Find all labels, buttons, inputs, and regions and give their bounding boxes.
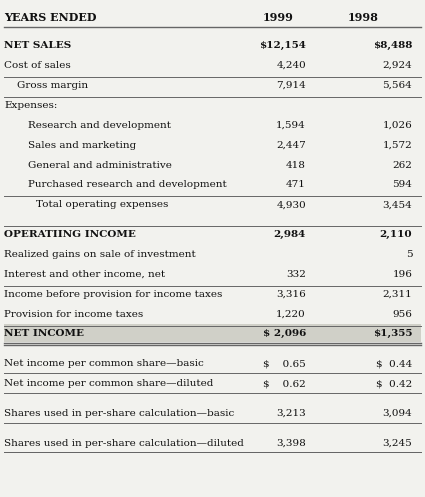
Text: 2,924: 2,924 — [382, 61, 412, 70]
Text: 2,110: 2,110 — [380, 230, 412, 239]
Text: 3,213: 3,213 — [276, 409, 306, 418]
Text: 196: 196 — [392, 270, 412, 279]
Text: Total operating expenses: Total operating expenses — [36, 200, 168, 209]
Text: NET INCOME: NET INCOME — [4, 330, 84, 338]
Text: Shares used in per-share calculation—diluted: Shares used in per-share calculation—dil… — [4, 439, 244, 448]
Text: 1,594: 1,594 — [276, 121, 306, 130]
Text: $12,154: $12,154 — [259, 41, 306, 50]
Text: Realized gains on sale of investment: Realized gains on sale of investment — [4, 250, 196, 259]
Text: 5,564: 5,564 — [382, 81, 412, 90]
Text: NET SALES: NET SALES — [4, 41, 71, 50]
Text: $    0.62: $ 0.62 — [263, 379, 306, 388]
Text: 1998: 1998 — [348, 12, 379, 23]
Text: 7,914: 7,914 — [276, 81, 306, 90]
Text: 2,984: 2,984 — [274, 230, 306, 239]
Text: OPERATIING INCOME: OPERATIING INCOME — [4, 230, 136, 239]
Text: Expenses:: Expenses: — [4, 101, 58, 110]
Text: 3,245: 3,245 — [382, 439, 412, 448]
Text: 956: 956 — [392, 310, 412, 319]
Text: Sales and marketing: Sales and marketing — [28, 141, 136, 150]
Text: $  0.44: $ 0.44 — [376, 359, 412, 368]
Text: $ 2,096: $ 2,096 — [263, 330, 306, 338]
Text: Purchased research and development: Purchased research and development — [28, 180, 227, 189]
Text: 2,447: 2,447 — [276, 141, 306, 150]
Text: Net income per common share—diluted: Net income per common share—diluted — [4, 379, 214, 388]
Text: 262: 262 — [392, 161, 412, 169]
Text: Shares used in per-share calculation—basic: Shares used in per-share calculation—bas… — [4, 409, 235, 418]
Text: 1999: 1999 — [263, 12, 294, 23]
Text: Interest and other income, net: Interest and other income, net — [4, 270, 165, 279]
Text: $1,355: $1,355 — [373, 330, 412, 338]
Text: 2,311: 2,311 — [382, 290, 412, 299]
Text: 4,240: 4,240 — [276, 61, 306, 70]
Text: Cost of sales: Cost of sales — [4, 61, 71, 70]
Text: 3,094: 3,094 — [382, 409, 412, 418]
Text: 1,572: 1,572 — [382, 141, 412, 150]
Text: Provision for income taxes: Provision for income taxes — [4, 310, 144, 319]
Text: 4,930: 4,930 — [276, 200, 306, 209]
Text: 471: 471 — [286, 180, 306, 189]
Text: 3,454: 3,454 — [382, 200, 412, 209]
Text: Gross margin: Gross margin — [17, 81, 88, 90]
Text: 3,398: 3,398 — [276, 439, 306, 448]
Text: 594: 594 — [392, 180, 412, 189]
Text: 5: 5 — [405, 250, 412, 259]
Text: Net income per common share—basic: Net income per common share—basic — [4, 359, 204, 368]
Text: YEARS ENDED: YEARS ENDED — [4, 12, 97, 23]
Bar — [4, 324, 421, 342]
Text: 1,220: 1,220 — [276, 310, 306, 319]
Text: $    0.65: $ 0.65 — [263, 359, 306, 368]
Text: $  0.42: $ 0.42 — [376, 379, 412, 388]
Text: Research and development: Research and development — [28, 121, 170, 130]
Text: Income before provision for income taxes: Income before provision for income taxes — [4, 290, 223, 299]
Text: $8,488: $8,488 — [373, 41, 412, 50]
Text: 1,026: 1,026 — [382, 121, 412, 130]
Text: 418: 418 — [286, 161, 306, 169]
Text: General and administrative: General and administrative — [28, 161, 172, 169]
Text: 332: 332 — [286, 270, 306, 279]
Text: 3,316: 3,316 — [276, 290, 306, 299]
